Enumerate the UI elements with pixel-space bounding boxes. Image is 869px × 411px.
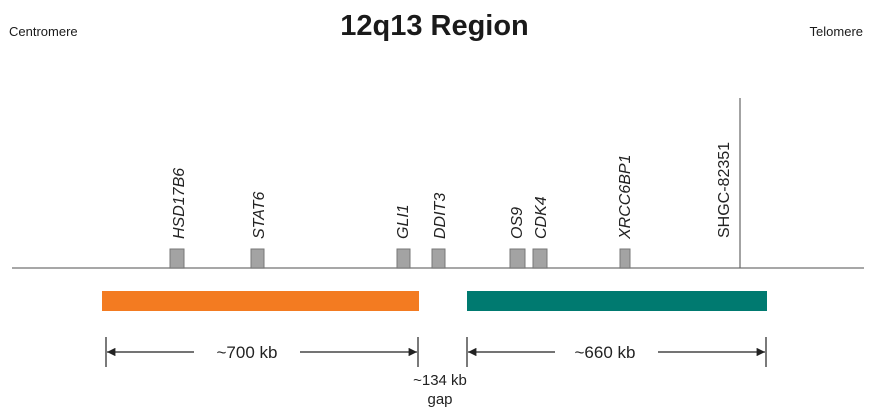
left-span-dimension: ~700 kb <box>105 337 419 367</box>
gene-label: OS9 <box>509 207 526 239</box>
gene-box <box>396 248 411 269</box>
gene-gli1: GLI1 <box>395 204 412 269</box>
diagram-title: 12q13 Region <box>340 10 529 42</box>
gene-box <box>250 248 265 269</box>
gene-cdk4: CDK4 <box>532 196 550 269</box>
right-segment-bar <box>467 291 767 311</box>
gene-label: DDIT3 <box>432 193 449 239</box>
left-span-label: ~700 kb <box>217 343 278 362</box>
gene-box <box>509 248 526 269</box>
right-span-dimension: ~660 kb <box>466 337 767 367</box>
gene-hsd17b6: HSD17B6 <box>169 168 188 269</box>
gene-os9: OS9 <box>509 207 526 269</box>
left-segment-bar <box>102 291 419 311</box>
marker-label: SHGC-82351 <box>716 142 733 238</box>
gene-label: HSD17B6 <box>171 168 188 239</box>
gene-box <box>431 248 446 269</box>
gene-box <box>532 248 548 269</box>
gene-xrcc6bp1: XRCC6BP1 <box>617 155 634 269</box>
gene-ddit3: DDIT3 <box>431 193 449 269</box>
gene-label: GLI1 <box>395 204 412 239</box>
gene-stat6: STAT6 <box>250 191 268 269</box>
centromere-label: Centromere <box>9 24 78 39</box>
gap-size-label: ~134 kb <box>413 372 467 389</box>
telomere-label: Telomere <box>809 24 863 39</box>
gene-box <box>619 248 631 269</box>
gene-box <box>169 248 185 269</box>
gap-word-label: gap <box>427 391 452 408</box>
gene-label: STAT6 <box>251 191 268 239</box>
gene-label: XRCC6BP1 <box>617 155 634 240</box>
gene-label: CDK4 <box>533 196 550 239</box>
right-span-label: ~660 kb <box>575 343 636 362</box>
